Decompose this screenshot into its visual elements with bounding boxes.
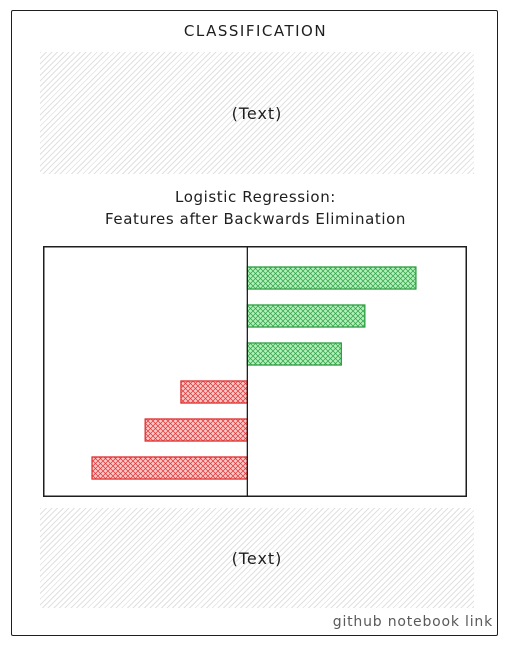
top-text-panel: (Text)	[40, 52, 474, 174]
page-title: CLASSIFICATION	[183, 22, 328, 40]
bottom-text-placeholder: (Text)	[231, 548, 283, 568]
bottom-text-panel: (Text)	[40, 508, 474, 608]
positive-coefficient-bar	[246, 304, 366, 328]
coefficient-bar-chart	[43, 246, 467, 497]
negative-coefficient-bar	[144, 418, 248, 442]
positive-coefficient-bar	[246, 266, 417, 290]
negative-coefficient-bar	[180, 380, 248, 404]
classification-card	[11, 10, 498, 636]
chart-title-line-2: Features after Backwards Elimination	[104, 210, 407, 228]
github-notebook-link[interactable]: github notebook link	[332, 614, 493, 630]
positive-coefficient-bar	[246, 342, 342, 366]
negative-coefficient-bar	[91, 456, 248, 480]
chart-title-line-1: Logistic Regression:	[175, 188, 336, 206]
top-text-placeholder: (Text)	[231, 103, 283, 123]
